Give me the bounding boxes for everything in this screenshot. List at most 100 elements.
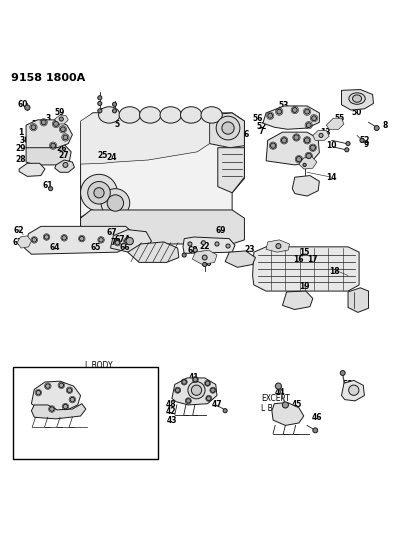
Text: 25: 25 [97, 151, 107, 159]
Ellipse shape [292, 108, 297, 112]
Text: 30: 30 [19, 136, 30, 145]
Polygon shape [19, 163, 45, 176]
Ellipse shape [203, 262, 207, 266]
Text: 15: 15 [300, 248, 310, 257]
Polygon shape [111, 230, 151, 252]
Polygon shape [218, 148, 245, 193]
Ellipse shape [46, 384, 50, 389]
Text: 68: 68 [187, 246, 198, 255]
Text: 67A: 67A [115, 235, 131, 244]
Ellipse shape [268, 114, 272, 118]
Ellipse shape [360, 138, 364, 142]
Ellipse shape [193, 248, 197, 252]
Ellipse shape [277, 109, 282, 114]
Polygon shape [342, 381, 365, 401]
Polygon shape [266, 240, 289, 252]
Ellipse shape [319, 133, 323, 138]
Ellipse shape [98, 96, 102, 100]
Text: 18: 18 [329, 267, 340, 276]
Ellipse shape [115, 240, 120, 245]
Text: 34: 34 [71, 392, 82, 401]
Text: 51: 51 [359, 95, 369, 104]
Ellipse shape [41, 120, 46, 125]
Polygon shape [128, 242, 179, 262]
Ellipse shape [345, 148, 349, 152]
Polygon shape [326, 118, 344, 130]
Text: 4: 4 [98, 108, 104, 117]
Text: 11: 11 [303, 136, 314, 145]
Text: 52: 52 [359, 136, 369, 145]
Ellipse shape [113, 102, 117, 107]
Text: L BODY: L BODY [85, 361, 113, 370]
Ellipse shape [306, 123, 311, 127]
Text: 52: 52 [257, 122, 267, 131]
Text: 65: 65 [90, 243, 101, 252]
Text: 50: 50 [351, 108, 361, 117]
Ellipse shape [48, 187, 53, 191]
Text: 28: 28 [15, 155, 25, 164]
Text: 16: 16 [293, 255, 304, 264]
Ellipse shape [53, 122, 58, 126]
Text: 39: 39 [23, 382, 34, 391]
Polygon shape [183, 237, 235, 253]
Ellipse shape [188, 242, 192, 246]
Polygon shape [348, 288, 369, 312]
Text: 40: 40 [183, 380, 194, 389]
Text: 8: 8 [382, 120, 388, 130]
Polygon shape [272, 402, 304, 425]
Text: 19: 19 [299, 282, 310, 292]
Polygon shape [81, 210, 245, 244]
Text: 14: 14 [326, 173, 337, 182]
Ellipse shape [101, 189, 130, 217]
Ellipse shape [310, 145, 316, 150]
Ellipse shape [51, 143, 55, 148]
Ellipse shape [353, 95, 362, 102]
Text: 9158 1800A: 9158 1800A [11, 73, 85, 83]
Polygon shape [263, 106, 319, 130]
Ellipse shape [206, 396, 211, 401]
Ellipse shape [282, 138, 287, 143]
Ellipse shape [175, 388, 180, 392]
Ellipse shape [99, 238, 103, 242]
Ellipse shape [313, 428, 318, 433]
Ellipse shape [140, 107, 161, 123]
Ellipse shape [296, 157, 302, 162]
Ellipse shape [188, 382, 205, 399]
Ellipse shape [25, 105, 30, 110]
Ellipse shape [94, 188, 104, 198]
Ellipse shape [305, 109, 309, 114]
Text: 48: 48 [165, 400, 176, 409]
Polygon shape [24, 227, 135, 254]
Ellipse shape [182, 379, 187, 384]
Text: 26: 26 [56, 143, 67, 152]
Text: 10: 10 [326, 141, 337, 150]
Ellipse shape [182, 253, 186, 257]
Ellipse shape [193, 377, 198, 382]
Text: 58: 58 [343, 380, 353, 389]
Ellipse shape [31, 125, 36, 130]
Text: 63: 63 [13, 238, 23, 247]
Text: 22: 22 [199, 243, 210, 252]
Text: 56: 56 [253, 114, 263, 123]
Text: 44: 44 [275, 387, 285, 397]
Ellipse shape [126, 237, 134, 245]
Ellipse shape [282, 402, 289, 408]
Text: 17: 17 [307, 255, 318, 264]
Polygon shape [81, 209, 128, 239]
Text: 9: 9 [363, 140, 369, 149]
Ellipse shape [215, 242, 219, 246]
Polygon shape [192, 250, 217, 264]
Text: 55: 55 [335, 114, 345, 123]
Text: EXCEPT
L BODY: EXCEPT L BODY [261, 394, 289, 414]
Ellipse shape [192, 385, 202, 395]
Ellipse shape [201, 241, 206, 245]
Ellipse shape [160, 107, 181, 123]
Ellipse shape [305, 138, 310, 143]
Text: 49: 49 [176, 393, 187, 402]
Ellipse shape [88, 182, 110, 204]
Polygon shape [31, 381, 81, 411]
Text: 7: 7 [258, 127, 263, 136]
Polygon shape [81, 113, 210, 164]
Text: 69: 69 [216, 227, 226, 236]
Text: 6: 6 [243, 130, 248, 139]
